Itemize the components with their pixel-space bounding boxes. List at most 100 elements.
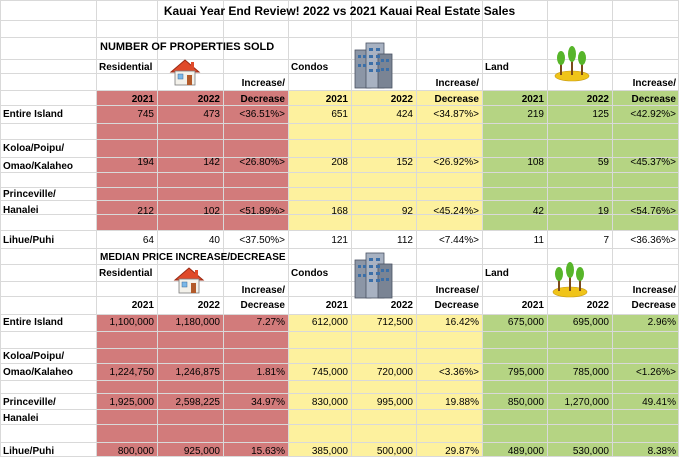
value-cell: 59	[597, 157, 609, 168]
band-land-1	[482, 90, 679, 230]
increase-header: Increase/	[435, 78, 479, 89]
value-cell: 16.42%	[445, 317, 479, 328]
year-header: 2022	[586, 94, 609, 105]
value-cell: 785,000	[572, 367, 609, 378]
row-label: Omao/Kalaheo	[3, 161, 74, 172]
row-label: Princeville/	[3, 189, 56, 200]
decrease-header: Decrease	[631, 94, 676, 105]
value-cell: 612,000	[311, 317, 348, 328]
value-cell: <34.87%>	[433, 109, 479, 120]
value-cell: 19.88%	[445, 397, 479, 408]
row-label: Hanalei	[3, 205, 39, 216]
value-cell: 925,000	[183, 446, 220, 457]
grid-hline	[0, 90, 679, 91]
increase-header: Increase/	[241, 78, 285, 89]
grid-hline	[0, 73, 679, 74]
value-cell: 745,000	[311, 367, 348, 378]
year-header: 2021	[325, 94, 348, 105]
value-cell: 695,000	[572, 317, 609, 328]
value-cell: 473	[203, 109, 220, 120]
grid-vline	[96, 0, 97, 457]
house-icon	[168, 56, 202, 89]
value-cell: 64	[142, 235, 154, 246]
value-cell: 208	[331, 157, 348, 168]
value-cell: 800,000	[117, 446, 154, 457]
house-icon	[172, 264, 206, 297]
value-cell: <36.51%>	[239, 109, 285, 120]
grid-hline	[0, 424, 679, 425]
palm-trees-icon	[553, 46, 591, 85]
grid-hline	[0, 0, 679, 1]
value-cell: 125	[592, 109, 609, 120]
page-title: Kauai Year End Review! 2022 vs 2021 Kaua…	[163, 4, 516, 18]
value-cell: <26.92%>	[433, 157, 479, 168]
grid-hline	[0, 296, 679, 297]
value-cell: 385,000	[311, 446, 348, 457]
increase-header: Increase/	[632, 285, 676, 296]
grid-vline	[157, 0, 158, 457]
condo-building-icon	[354, 40, 394, 93]
value-cell: <42.92%>	[630, 109, 676, 120]
year-header: 2021	[131, 300, 154, 311]
grid-hline	[0, 264, 679, 265]
grid-hline	[0, 442, 679, 443]
row-label: Entire Island	[3, 109, 64, 120]
value-cell: <45.37%>	[630, 157, 676, 168]
grid-vline	[223, 0, 224, 457]
value-cell: 112	[397, 235, 413, 246]
value-cell: 2.96%	[647, 317, 676, 328]
group-label-1-3: Land	[485, 62, 509, 73]
value-cell: 34.97%	[251, 397, 285, 408]
decrease-header: Decrease	[434, 300, 479, 311]
value-cell: 795,000	[507, 367, 544, 378]
grid-hline	[0, 380, 679, 381]
value-cell: 995,000	[376, 397, 413, 408]
grid-hline	[0, 248, 679, 249]
value-cell: 2,598,225	[175, 397, 221, 408]
grid-hline	[0, 281, 679, 282]
group-label-2-2: Condos	[291, 268, 329, 279]
value-cell: 1,224,750	[109, 367, 155, 378]
grid-hline	[0, 172, 679, 173]
year-header: 2022	[390, 94, 413, 105]
group-label-2-3: Land	[485, 268, 509, 279]
value-cell: 102	[203, 206, 220, 217]
grid-hline	[0, 409, 679, 410]
value-cell: <51.89%>	[239, 206, 285, 217]
value-cell: 424	[396, 109, 413, 120]
year-header: 2022	[197, 94, 220, 105]
value-cell: 1,100,000	[109, 317, 155, 328]
value-cell: 121	[331, 235, 348, 246]
value-cell: 850,000	[507, 397, 544, 408]
band-condos-1	[288, 90, 482, 230]
year-header: 2021	[521, 94, 544, 105]
value-cell: 651	[331, 109, 348, 120]
year-header: 2022	[390, 300, 413, 311]
row-label: Entire Island	[3, 317, 64, 328]
group-label-1-1: Residential	[99, 62, 153, 73]
grid-vline	[0, 0, 1, 457]
band-land-2	[482, 314, 679, 457]
decrease-header: Decrease	[631, 300, 676, 311]
increase-header: Increase/	[435, 285, 479, 296]
grid-hline	[0, 105, 679, 106]
band-residential-2	[96, 314, 288, 457]
value-cell: <3.36%>	[438, 367, 479, 378]
value-cell: <37.50%>	[239, 235, 285, 246]
grid-vline	[482, 0, 483, 457]
value-cell: 8.38%	[647, 446, 676, 457]
value-cell: 1,925,000	[109, 397, 155, 408]
group-label-2-1: Residential	[99, 268, 153, 279]
grid-hline	[0, 348, 679, 349]
section-heading-1: NUMBER OF PROPERTIES SOLD	[100, 41, 275, 53]
grid-hline	[0, 363, 679, 364]
grid-hline	[0, 393, 679, 394]
decrease-header: Decrease	[434, 94, 479, 105]
value-cell: 40	[208, 235, 220, 246]
value-cell: 15.63%	[251, 446, 285, 457]
grid-hline	[0, 123, 679, 124]
grid-hline	[0, 331, 679, 332]
grid-hline	[0, 139, 679, 140]
value-cell: 142	[203, 157, 220, 168]
grid-vline	[351, 0, 352, 457]
